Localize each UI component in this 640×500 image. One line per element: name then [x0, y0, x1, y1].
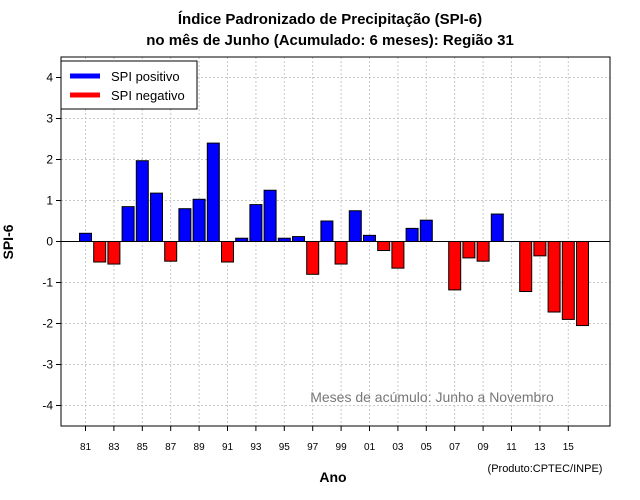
bar-1985 — [135, 160, 149, 242]
bar-2002 — [377, 241, 391, 252]
x-tick-label: 91 — [222, 442, 234, 453]
bar-2009 — [476, 241, 490, 262]
x-tick-label: 89 — [194, 442, 206, 453]
x-tick-label: 07 — [449, 442, 461, 453]
x-tick-label: 05 — [421, 442, 433, 453]
bar-2012 — [519, 241, 533, 293]
bar-1994 — [263, 189, 277, 242]
bar-1984 — [121, 206, 135, 242]
bar-2004 — [405, 227, 419, 243]
bar-2014 — [547, 241, 561, 313]
x-tick-label: 97 — [307, 442, 319, 453]
x-tick-label: 11 — [506, 442, 517, 453]
y-tick-label: -4 — [42, 399, 53, 413]
bar-2007 — [448, 241, 462, 291]
y-tick-label: 3 — [46, 112, 53, 126]
legend-box — [60, 60, 198, 110]
chart-title-line2: no mês de Junho (Acumulado: 6 meses): Re… — [146, 32, 514, 49]
bar-2001 — [363, 234, 376, 243]
y-tick-label: 4 — [46, 71, 53, 85]
y-tick-label: -3 — [42, 358, 53, 372]
bar-2016 — [576, 241, 589, 327]
x-axis: 81 83 85 87 89 91 93 95 97 99 01 03 05 07 09 11 13 15 — [80, 426, 574, 453]
bar-2005 — [419, 219, 433, 242]
bar-1993 — [249, 204, 263, 243]
bar-2003 — [391, 241, 405, 269]
x-tick-label: 85 — [137, 442, 149, 453]
x-tick-label: 93 — [250, 442, 262, 453]
x-tick-label: 99 — [336, 442, 348, 453]
x-tick-label: 03 — [392, 442, 404, 453]
bar-1997 — [306, 241, 320, 275]
bar-2008 — [462, 241, 476, 259]
bar-1998 — [320, 220, 334, 242]
x-tick-label: 81 — [80, 442, 92, 453]
bar-1989 — [192, 198, 206, 243]
bar-1986 — [150, 192, 163, 242]
bar-1988 — [178, 208, 192, 242]
chart-title-line1: Índice Padronizado de Precipitação (SPI-… — [178, 11, 482, 28]
y-tick-label: 1 — [46, 194, 53, 208]
y-tick-label: -2 — [42, 317, 53, 331]
bar-1981 — [79, 232, 92, 243]
x-tick-label: 13 — [534, 442, 546, 453]
x-axis-label: Ano — [319, 469, 346, 485]
bar-1990 — [206, 142, 220, 243]
bar-2013 — [533, 241, 547, 257]
bar-1987 — [164, 241, 178, 262]
bar-2010 — [490, 213, 504, 242]
bar-1996 — [292, 236, 305, 243]
bar-1982 — [93, 241, 107, 263]
bar-2015 — [561, 241, 575, 320]
bar-1991 — [221, 241, 234, 263]
bar-2000 — [348, 210, 362, 242]
legend: SPI positivo SPI negativo — [60, 60, 198, 110]
x-tick-label: 87 — [165, 442, 177, 453]
y-axis: 4 3 2 1 0 -1 -2 -3 -4 — [42, 71, 61, 413]
accumulation-note: Meses de acúmulo: Junho a Novembro — [310, 389, 554, 405]
y-tick-label: 0 — [46, 235, 53, 249]
product-credit: (Produto:CPTEC/INPE) — [488, 463, 603, 475]
x-tick-label: 09 — [478, 442, 490, 453]
x-tick-label: 15 — [563, 442, 575, 453]
x-tick-label: 95 — [279, 442, 291, 453]
bars — [79, 142, 589, 327]
x-tick-label: 01 — [364, 442, 376, 453]
bar-1999 — [334, 241, 348, 265]
legend-label-positive: SPI positivo — [111, 69, 180, 84]
y-tick-label: -1 — [42, 276, 53, 290]
y-axis-label: SPI-6 — [0, 224, 16, 259]
x-tick-label: 83 — [108, 442, 120, 453]
bar-1983 — [107, 241, 121, 265]
y-tick-label: 2 — [46, 153, 53, 167]
legend-label-negative: SPI negativo — [111, 88, 185, 103]
